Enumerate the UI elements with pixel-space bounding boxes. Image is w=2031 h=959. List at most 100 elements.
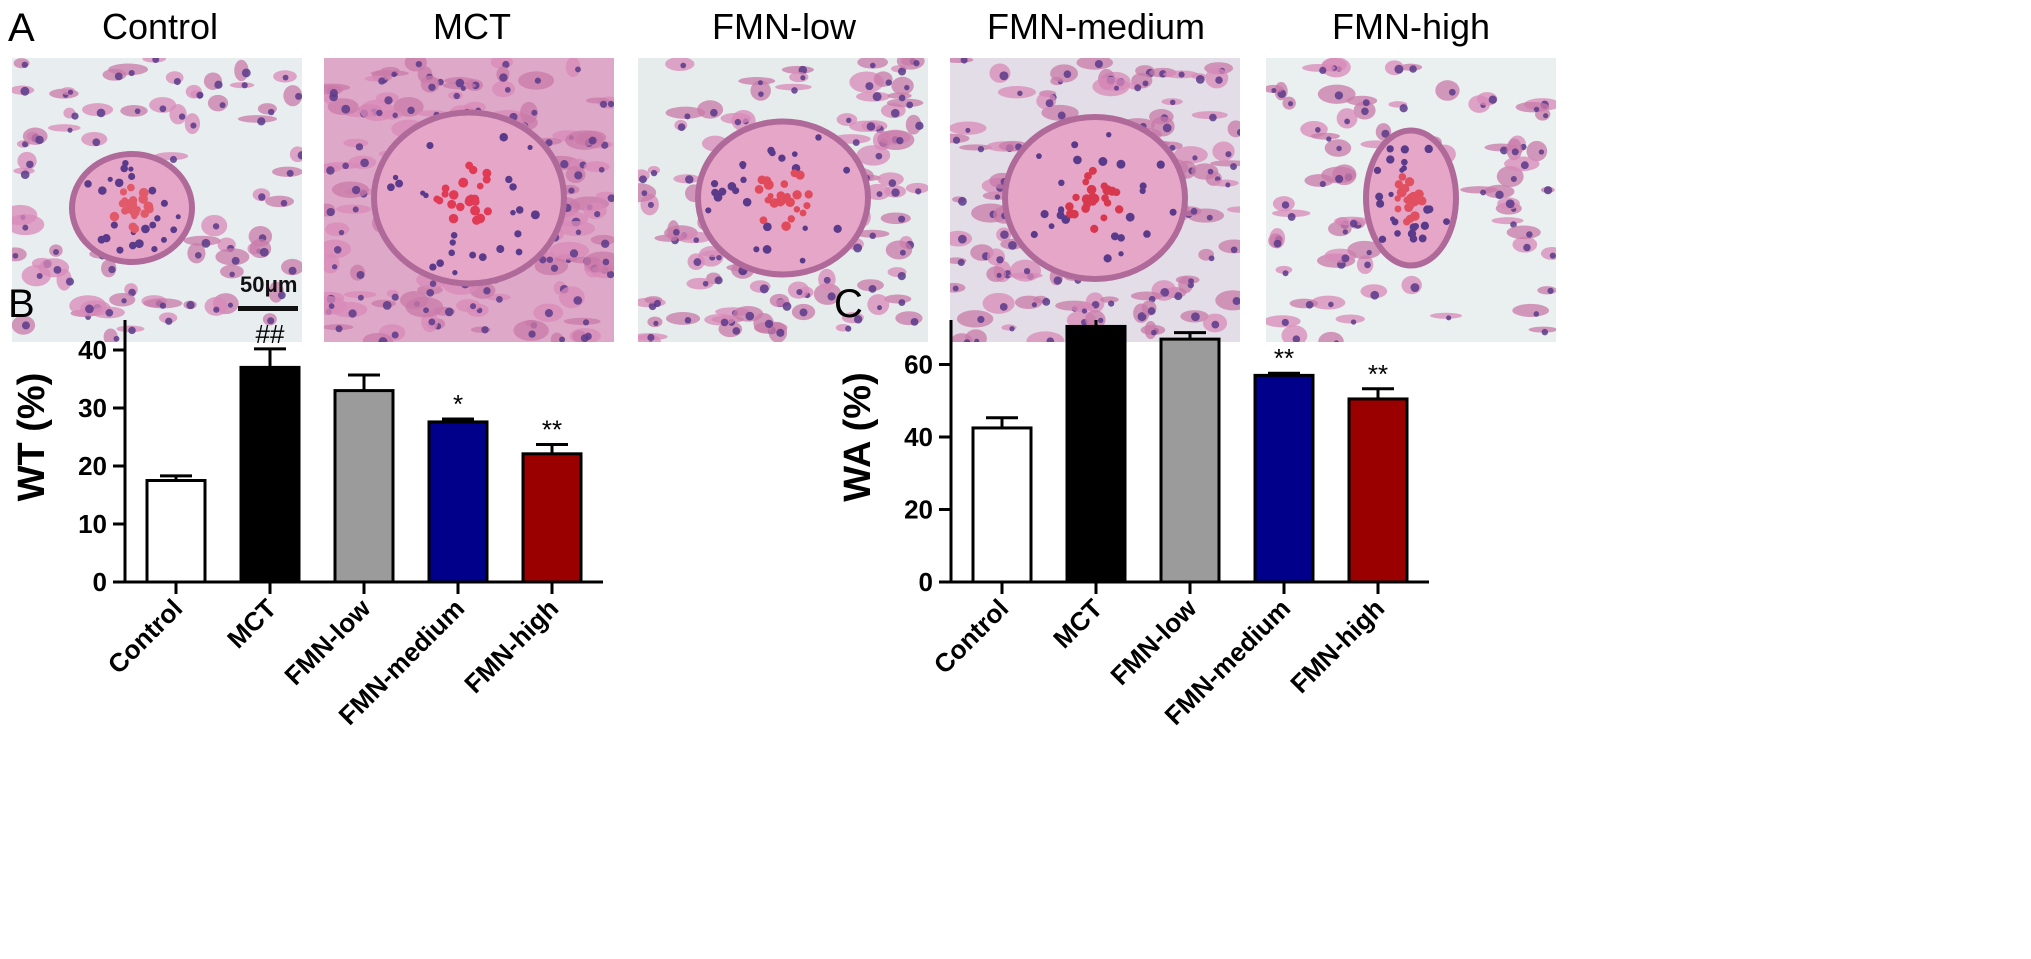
wall-nucleus [426, 141, 434, 150]
nucleus [607, 100, 614, 108]
nucleus [351, 185, 361, 195]
tissue-strand [265, 195, 295, 208]
nucleus [684, 113, 691, 120]
tissue-strand [750, 80, 771, 101]
nucleus [734, 118, 742, 126]
nucleus [650, 169, 658, 177]
tissue-strand [1346, 95, 1378, 106]
micrograph-control: 50μm [12, 58, 302, 342]
chart-b-bar-fmn-low [333, 389, 395, 584]
nucleus [391, 71, 397, 78]
wall-nucleus [423, 192, 429, 199]
nucleus [1282, 270, 1289, 277]
tissue-strand [344, 291, 377, 299]
nucleus [391, 331, 399, 339]
wall-nucleus [1048, 223, 1055, 230]
wall-nucleus [718, 187, 727, 196]
wall-nucleus [134, 239, 144, 249]
nucleus [573, 296, 583, 305]
tissue-strand [986, 248, 1006, 266]
nucleus [684, 316, 692, 324]
nucleus [128, 326, 136, 335]
nucleus [1113, 85, 1120, 91]
tissue-strand [520, 101, 538, 124]
tissue-strand [207, 94, 229, 112]
chart-c-category-label: Control [928, 593, 1015, 680]
nucleus [898, 215, 906, 223]
tissue-strand [1175, 275, 1200, 285]
nucleus [1108, 300, 1115, 307]
red-blood-cell [1408, 202, 1415, 209]
nucleus [607, 194, 614, 203]
wall-nucleus [1375, 192, 1384, 201]
nucleus [1319, 180, 1326, 188]
nucleus [799, 308, 808, 317]
chart-b-category-label: FMN-low [278, 592, 376, 690]
nucleus [868, 285, 877, 293]
nucleus [757, 80, 763, 86]
nucleus [1211, 320, 1220, 329]
nucleus [910, 317, 919, 326]
nucleus [1510, 175, 1517, 183]
chart-b-plot-area: 01020304050Control##MCTFMN-low*FMN-mediu… [11, 320, 603, 731]
tissue-strand [563, 317, 601, 325]
tissue-strand [513, 320, 549, 341]
nucleus [1505, 199, 1515, 209]
nucleus [710, 108, 718, 117]
nucleus [913, 60, 920, 67]
nucleus [1081, 308, 1088, 314]
tissue-strand [1191, 111, 1228, 120]
wall-nucleus [107, 176, 113, 182]
wall-nucleus [1400, 145, 1409, 154]
nucleus [96, 108, 106, 118]
nucleus [877, 305, 883, 311]
nucleus [428, 318, 436, 326]
nucleus [599, 100, 608, 108]
tissue-strand [986, 266, 1007, 282]
wall-nucleus [1116, 159, 1126, 169]
wall-nucleus [1036, 153, 1042, 159]
nucleus [1410, 283, 1420, 293]
nucleus [481, 326, 489, 334]
nucleus [159, 302, 167, 309]
wall-nucleus [778, 154, 786, 162]
tissue-strand [558, 220, 596, 237]
chart-b-bar-fmn-medium [427, 420, 489, 584]
nucleus [1206, 214, 1213, 221]
nucleus [121, 298, 127, 304]
nucleus [693, 258, 702, 267]
nucleus [1366, 249, 1372, 256]
nucleus [219, 102, 226, 109]
wall-nucleus [515, 248, 523, 256]
tissue-strand [665, 106, 706, 119]
nucleus [1364, 261, 1371, 269]
nucleus [1215, 76, 1223, 84]
tissue-strand [956, 310, 994, 328]
nucleus [1063, 70, 1072, 79]
nucleus [426, 289, 435, 297]
wall-nucleus [815, 134, 822, 141]
tissue-strand [1092, 76, 1130, 97]
red-blood-cell [458, 177, 469, 188]
micrograph-label-control: Control [101, 6, 219, 47]
nucleus [212, 223, 220, 230]
wall-nucleus [429, 263, 437, 271]
wall-nucleus [1073, 155, 1082, 165]
tissue-strand [183, 235, 221, 246]
nucleus [213, 306, 220, 313]
wall-nucleus [1056, 211, 1065, 220]
nucleus [71, 112, 79, 120]
nucleus [720, 318, 729, 327]
wall-nucleus [1409, 223, 1418, 232]
red-blood-cell [764, 196, 772, 204]
chart-c-significance-mark: ** [1274, 343, 1294, 373]
nucleus [1192, 155, 1198, 161]
tissue-strand [1302, 63, 1336, 72]
wall-nucleus [1388, 191, 1394, 198]
nucleus [108, 265, 116, 274]
nucleus [1046, 337, 1055, 342]
tissue-strand [1460, 186, 1498, 194]
nucleus [282, 74, 289, 81]
chart-c-bar-fmn-high [1347, 397, 1409, 584]
tissue-strand [738, 77, 776, 85]
